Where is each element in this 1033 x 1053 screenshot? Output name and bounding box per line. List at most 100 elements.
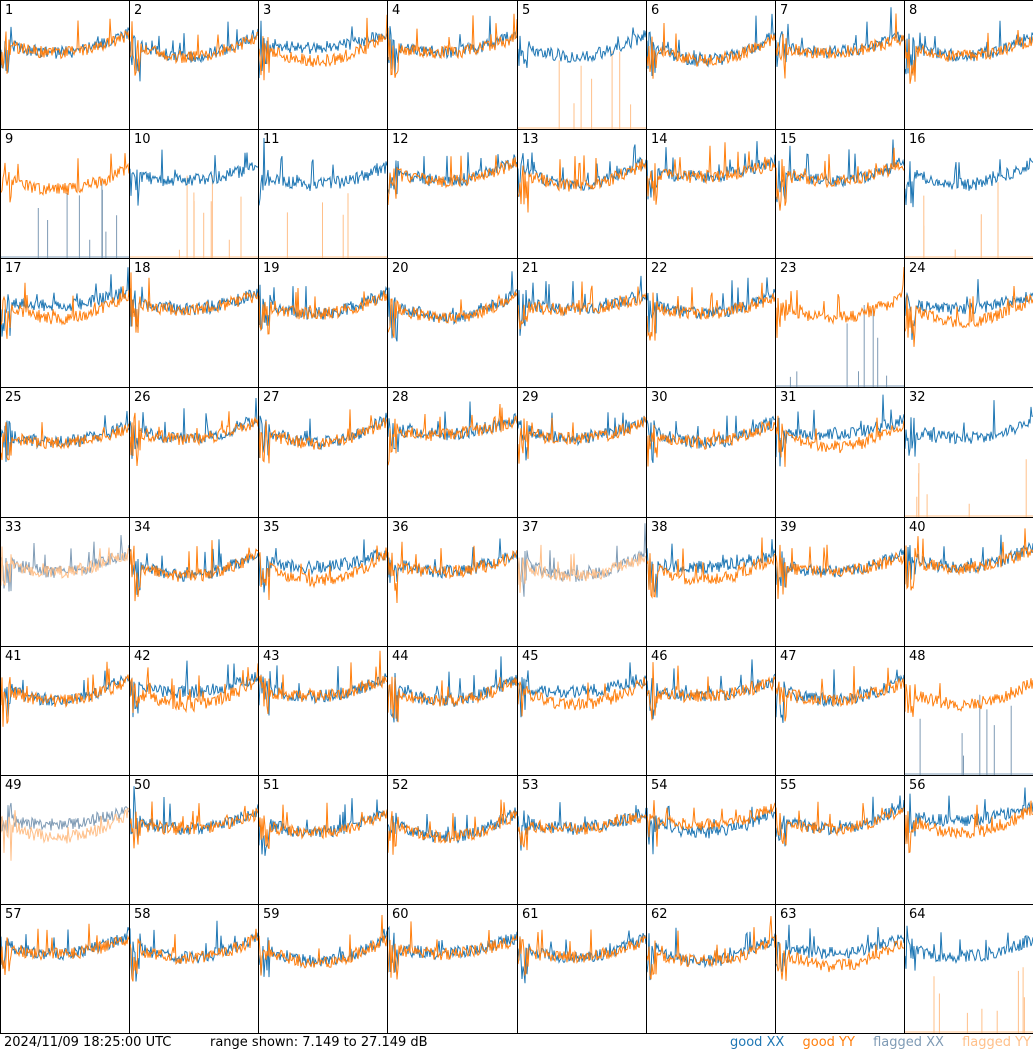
- panel-plot-29: [518, 412, 646, 464]
- legend-flagged-xx: flagged XX: [873, 1035, 944, 1050]
- trace-yy-18: [130, 272, 258, 333]
- trace-yy-44: [388, 676, 517, 723]
- panel-label: 16: [909, 132, 926, 147]
- trace-yy-64: [905, 967, 1033, 1033]
- panel-39: 39: [775, 517, 905, 647]
- panel-30: 30: [646, 387, 776, 518]
- trace-xx-28: [388, 401, 517, 453]
- panel-63: 63: [775, 904, 905, 1034]
- panel-14: 14: [646, 129, 776, 259]
- panel-51: 51: [258, 775, 388, 905]
- trace-yy-56: [905, 800, 1033, 854]
- panel-17: 17: [0, 258, 130, 388]
- panel-label: 4: [392, 3, 401, 18]
- panel-label: 26: [134, 390, 151, 405]
- panel-41: 41: [0, 646, 130, 776]
- trace-xx-51: [259, 798, 387, 856]
- panel-plot-13: [518, 144, 646, 213]
- trace-yy-47: [776, 666, 904, 722]
- panel-plot-44: [388, 656, 517, 723]
- trace-yy-36: [388, 541, 517, 604]
- trace-yy-27: [259, 409, 387, 464]
- panel-12: 12: [387, 129, 518, 259]
- panel-plot-45: [518, 662, 646, 718]
- trace-yy-28: [388, 403, 517, 466]
- panel-label: 18: [134, 261, 151, 276]
- panel-label: 47: [780, 649, 797, 664]
- trace-yy-50: [130, 801, 258, 849]
- panel-label: 23: [780, 261, 797, 276]
- panel-plot-51: [259, 798, 387, 856]
- trace-yy-57: [1, 923, 129, 976]
- trace-xx-8: [905, 20, 1033, 75]
- panel-22: 22: [646, 258, 776, 388]
- panel-plot-30: [647, 415, 775, 467]
- panel-plot-21: [518, 275, 646, 336]
- panel-label: 62: [651, 907, 668, 922]
- trace-xx-58: [130, 920, 258, 982]
- trace-yy-42: [130, 663, 258, 714]
- trace-xx-42: [130, 660, 258, 718]
- trace-yy-49: [1, 807, 129, 861]
- panel-label: 45: [522, 649, 539, 664]
- panel-6: 6: [646, 0, 776, 130]
- panel-29: 29: [517, 387, 647, 518]
- trace-yy-60: [388, 921, 517, 980]
- panel-plot-4: [388, 13, 517, 78]
- panel-plot-2: [130, 21, 258, 82]
- trace-xx-45: [518, 662, 646, 718]
- panel-plot-36: [388, 538, 517, 604]
- panel-label: 17: [5, 261, 22, 276]
- panel-plot-10: [130, 149, 258, 258]
- panel-plot-20: [388, 271, 517, 342]
- trace-yy-9: [1, 153, 129, 203]
- panel-49: 49: [0, 775, 130, 905]
- trace-yy-35: [259, 545, 387, 601]
- panel-43: 43: [258, 646, 388, 776]
- panel-plot-56: [905, 787, 1033, 854]
- trace-xx-64: [905, 925, 1033, 971]
- trace-yy-22: [647, 282, 775, 341]
- panel-label: 28: [392, 390, 409, 405]
- panel-label: 42: [134, 649, 151, 664]
- panel-label: 33: [5, 520, 22, 535]
- trace-yy-45: [518, 677, 646, 717]
- panel-plot-49: [1, 802, 129, 861]
- panel-plot-55: [776, 795, 904, 847]
- panel-20: 20: [387, 258, 518, 388]
- trace-xx-16: [905, 157, 1033, 208]
- trace-xx-5: [518, 27, 646, 68]
- panel-19: 19: [258, 258, 388, 388]
- panel-54: 54: [646, 775, 776, 905]
- trace-yy-55: [776, 801, 904, 846]
- panel-plot-34: [130, 539, 258, 602]
- panel-label: 3: [263, 3, 272, 18]
- trace-yy-48: [905, 678, 1033, 717]
- panel-plot-46: [647, 659, 775, 721]
- panel-33: 33: [0, 517, 130, 647]
- panel-45: 45: [517, 646, 647, 776]
- trace-yy-17: [1, 282, 129, 339]
- panel-plot-53: [518, 802, 646, 851]
- panel-label: 20: [392, 261, 409, 276]
- panel-label: 19: [263, 261, 280, 276]
- panel-label: 58: [134, 907, 151, 922]
- panel-label: 56: [909, 778, 926, 793]
- trace-xx-48: [905, 694, 1033, 775]
- panel-plot-11: [259, 137, 387, 258]
- panel-label: 8: [909, 3, 918, 18]
- panel-plot-5: [518, 27, 646, 129]
- panel-plot-27: [259, 409, 387, 464]
- trace-yy-33: [1, 546, 129, 586]
- trace-yy-10: [130, 175, 258, 258]
- panel-32: 32: [904, 387, 1033, 518]
- panel-label: 15: [780, 132, 797, 147]
- trace-xx-25: [1, 411, 129, 462]
- panel-27: 27: [258, 387, 388, 518]
- trace-yy-59: [259, 914, 387, 976]
- panel-13: 13: [517, 129, 647, 259]
- panel-plot-50: [130, 786, 258, 849]
- trace-yy-30: [647, 420, 775, 467]
- panel-plot-47: [776, 666, 904, 723]
